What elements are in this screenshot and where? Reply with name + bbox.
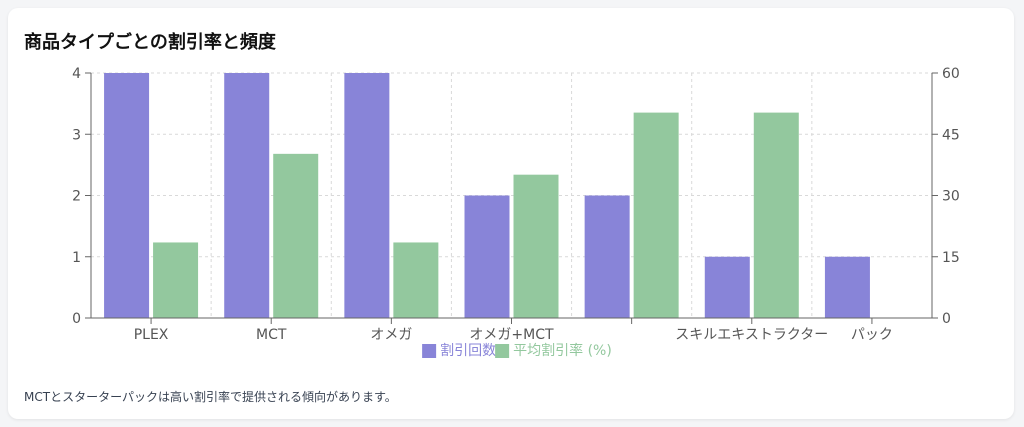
bar-count xyxy=(344,73,390,318)
legend-swatch xyxy=(422,344,437,358)
y-left-tick-label: 0 xyxy=(72,311,81,327)
bars xyxy=(104,73,870,318)
bar-rate xyxy=(633,112,679,318)
card-title: 商品タイプごとの割引率と頻度 xyxy=(24,32,276,53)
bar-count xyxy=(824,256,870,318)
bar-rate xyxy=(273,153,319,318)
x-tick-label: PLEX xyxy=(134,327,169,343)
legend[interactable]: 割引回数 平均割引率 (%) xyxy=(422,342,612,359)
x-tick-label: MCT xyxy=(256,327,287,343)
y-left-tick-label: 2 xyxy=(72,189,81,205)
y-left-tick-label: 1 xyxy=(72,250,81,266)
bar-rate xyxy=(753,112,799,318)
legend-label: 平均割引率 (%) xyxy=(513,342,612,359)
y-right-tick-label: 45 xyxy=(942,127,960,143)
bar-count xyxy=(464,195,510,318)
chart-card: 商品タイプごとの割引率と頻度 0 1 2 3 4 0 15 30 45 60 PLEX MCT オメガ オ… xyxy=(8,8,1014,419)
bar-rate xyxy=(153,242,199,318)
y-right-tick-label: 15 xyxy=(942,250,960,266)
bar-count xyxy=(224,73,270,318)
legend-swatch xyxy=(495,344,510,358)
bar-rate xyxy=(393,242,439,318)
axes: 0 1 2 3 4 0 15 30 45 60 PLEX MCT オメガ オメガ+MCT スキルエキストラク… xyxy=(72,66,960,343)
bar-rate xyxy=(513,174,559,318)
y-right-tick-label: 30 xyxy=(942,189,960,205)
bar-count xyxy=(584,195,630,318)
y-left-tick-label: 4 xyxy=(72,66,81,82)
y-right-tick-label: 0 xyxy=(942,311,951,327)
bar-count xyxy=(704,256,750,318)
x-tick-label: パック xyxy=(851,327,893,343)
x-tick-label: オメガ+MCT xyxy=(469,327,554,343)
grid-lines xyxy=(90,72,933,318)
legend-item[interactable]: 割引回数 xyxy=(422,342,496,359)
legend-item[interactable]: 平均割引率 (%) xyxy=(495,342,612,359)
bar-chart: 0 1 2 3 4 0 15 30 45 60 PLEX MCT オメガ オメガ+MCT スキルエキストラク… xyxy=(72,66,960,359)
chart-note: MCTとスターターパックは高い割引率で提供される傾向があります。 xyxy=(24,390,397,404)
x-tick-label: スキルエキストラクター xyxy=(675,327,828,343)
legend-label: 割引回数 xyxy=(440,342,496,359)
y-right-tick-label: 60 xyxy=(942,66,960,82)
x-tick-label: オメガ xyxy=(370,327,412,343)
bar-count xyxy=(104,73,150,318)
y-left-tick-label: 3 xyxy=(72,127,81,143)
